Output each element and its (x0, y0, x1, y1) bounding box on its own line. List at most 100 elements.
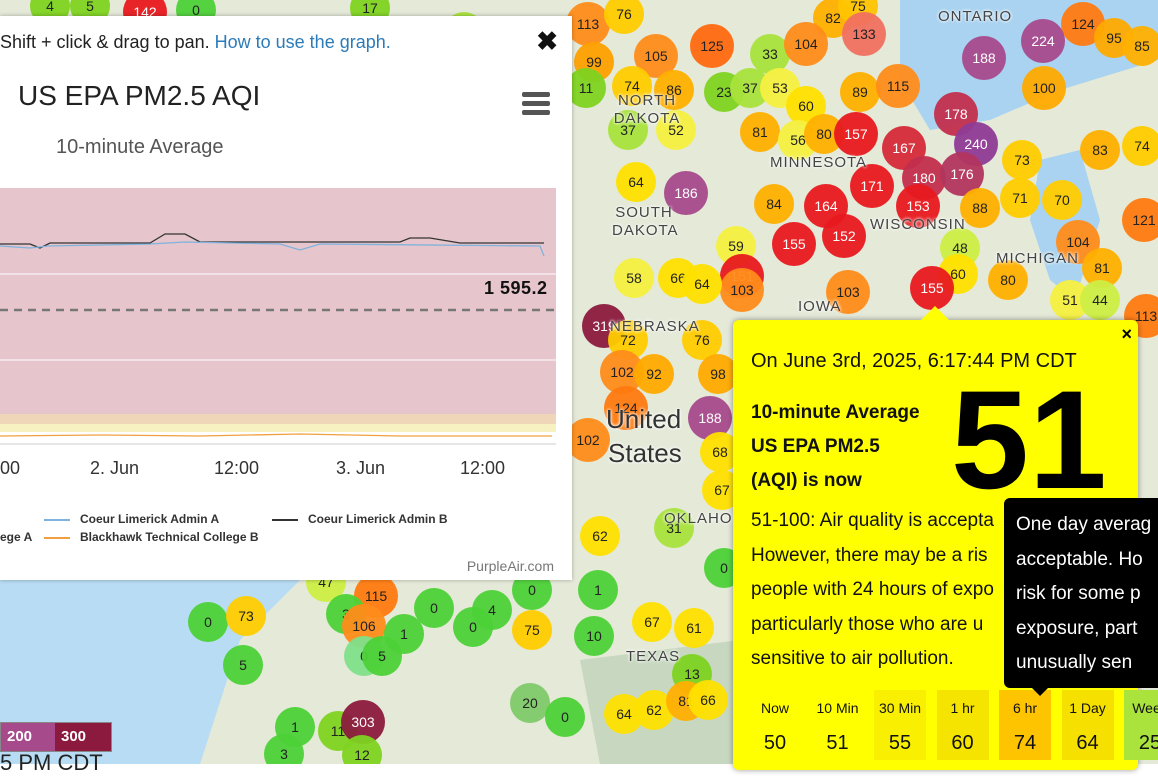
aqi-marker[interactable] (604, 0, 644, 34)
aqi-marker[interactable] (545, 697, 585, 737)
aqi-marker[interactable] (362, 636, 402, 676)
aqi-marker[interactable] (730, 68, 770, 108)
aqi-marker[interactable] (688, 680, 728, 720)
aqi-marker[interactable] (634, 354, 674, 394)
aqi-marker[interactable] (1082, 248, 1122, 288)
aqi-marker[interactable] (612, 66, 652, 106)
aqi-marker[interactable] (822, 214, 866, 258)
aqi-marker[interactable] (1122, 26, 1158, 66)
avg-cell-30min[interactable]: 30 Min 55 (874, 690, 926, 760)
aqi-marker[interactable] (566, 2, 610, 46)
aqi-marker[interactable] (453, 607, 493, 647)
aqi-marker-label: 13 (684, 666, 700, 682)
aqi-marker[interactable] (342, 604, 386, 648)
aqi-marker[interactable] (1021, 19, 1065, 63)
aqi-marker[interactable] (600, 350, 644, 394)
aqi-marker[interactable] (226, 596, 266, 636)
aqi-marker[interactable] (664, 171, 708, 215)
aqi-marker[interactable] (1000, 178, 1040, 218)
aqi-marker[interactable] (604, 386, 648, 430)
aqi-marker[interactable] (896, 184, 940, 228)
legend-item-admin-b[interactable]: Coeur Limerick Admin B (272, 512, 448, 526)
aqi-marker[interactable] (566, 418, 610, 462)
aqi-marker[interactable] (698, 354, 738, 394)
aqi-marker[interactable] (512, 610, 552, 650)
aqi-marker[interactable] (634, 34, 678, 78)
avg-cell-6hr[interactable]: 6 hr 74 (999, 690, 1051, 760)
how-to-use-link[interactable]: How to use the graph. (214, 32, 391, 52)
legend-item-admin-a[interactable]: Coeur Limerick Admin A (44, 512, 219, 526)
aqi-marker[interactable] (580, 516, 620, 556)
aqi-marker[interactable] (574, 616, 614, 656)
aqi-marker[interactable] (834, 112, 878, 156)
aqi-marker[interactable] (740, 112, 780, 152)
close-chart-button[interactable]: ✖ (536, 26, 558, 56)
aqi-marker[interactable] (750, 34, 790, 74)
purpleair-credit[interactable]: PurpleAir.com (466, 558, 554, 574)
aqi-marker[interactable] (656, 110, 696, 150)
aqi-marker[interactable] (1042, 180, 1082, 220)
aqi-marker[interactable] (682, 320, 722, 360)
chart-panel[interactable]: Shift + click & drag to pan. How to use … (0, 16, 572, 580)
aqi-marker[interactable] (1050, 280, 1090, 320)
aqi-marker[interactable] (702, 470, 742, 510)
aqi-marker[interactable] (1122, 198, 1158, 242)
aqi-marker[interactable] (850, 164, 894, 208)
aqi-marker[interactable] (840, 72, 880, 112)
aqi-marker[interactable] (910, 266, 954, 310)
aqi-marker[interactable] (688, 396, 732, 440)
aqi-marker[interactable] (988, 260, 1028, 300)
aqi-marker[interactable] (1002, 140, 1042, 180)
avg-cell-1hr[interactable]: 1 hr 60 (936, 690, 989, 760)
aqi-marker[interactable] (223, 645, 263, 685)
aqi-marker[interactable] (720, 268, 764, 312)
aqi-marker[interactable] (804, 114, 844, 154)
avg-cell-10min[interactable]: 10 Min 51 (811, 690, 864, 760)
chart-plot-area[interactable] (0, 188, 572, 508)
aqi-marker[interactable] (690, 24, 734, 68)
legend-item-college-a[interactable]: ege A (0, 530, 32, 544)
aqi-marker[interactable] (772, 222, 816, 266)
aqi-marker[interactable] (608, 320, 648, 360)
avg-cell-week[interactable]: Week 25 (1124, 690, 1158, 760)
aqi-marker[interactable] (1122, 126, 1158, 166)
chart-menu-icon[interactable] (522, 92, 550, 119)
aqi-marker[interactable] (604, 694, 644, 734)
aqi-marker[interactable] (614, 258, 654, 298)
aqi-marker[interactable] (654, 70, 694, 110)
aqi-marker[interactable] (962, 36, 1006, 80)
aqi-marker[interactable] (1080, 280, 1120, 320)
aqi-marker[interactable] (754, 184, 794, 224)
aqi-marker[interactable] (634, 690, 674, 730)
aqi-marker[interactable] (414, 588, 454, 628)
sensor-info-popup[interactable]: × On June 3rd, 2025, 6:17:44 PM CDT 10-m… (733, 306, 1158, 770)
aqi-marker[interactable] (188, 602, 228, 642)
aqi-marker[interactable] (608, 110, 648, 150)
aqi-marker[interactable] (341, 700, 385, 744)
aqi-marker[interactable] (1022, 66, 1066, 110)
aqi-marker[interactable] (512, 570, 552, 610)
aqi-marker[interactable] (826, 270, 870, 314)
aqi-marker[interactable] (682, 264, 722, 304)
legend-item-blackhawk-b[interactable]: Blackhawk Technical College B (44, 530, 259, 544)
aqi-marker[interactable] (566, 68, 606, 108)
avg-cell-1day[interactable]: 1 Day 64 (1061, 690, 1114, 760)
aqi-marker[interactable] (940, 152, 984, 196)
aqi-marker[interactable] (1061, 2, 1105, 46)
aqi-marker[interactable] (578, 570, 618, 610)
aqi-marker[interactable] (876, 64, 920, 108)
aqi-marker[interactable] (342, 735, 382, 764)
popup-close-button[interactable]: × (1121, 324, 1132, 344)
aqi-marker[interactable] (654, 508, 694, 548)
aqi-marker[interactable] (264, 734, 304, 764)
aqi-marker[interactable] (1080, 130, 1120, 170)
aqi-marker[interactable] (700, 432, 740, 472)
aqi-marker[interactable] (960, 188, 1000, 228)
aqi-marker[interactable] (510, 683, 550, 723)
aqi-marker[interactable] (842, 12, 886, 56)
aqi-marker[interactable] (784, 22, 828, 66)
aqi-marker[interactable] (632, 602, 672, 642)
aqi-marker[interactable] (616, 162, 656, 202)
aqi-marker[interactable] (674, 608, 714, 648)
avg-cell-now[interactable]: Now 50 (749, 690, 801, 760)
